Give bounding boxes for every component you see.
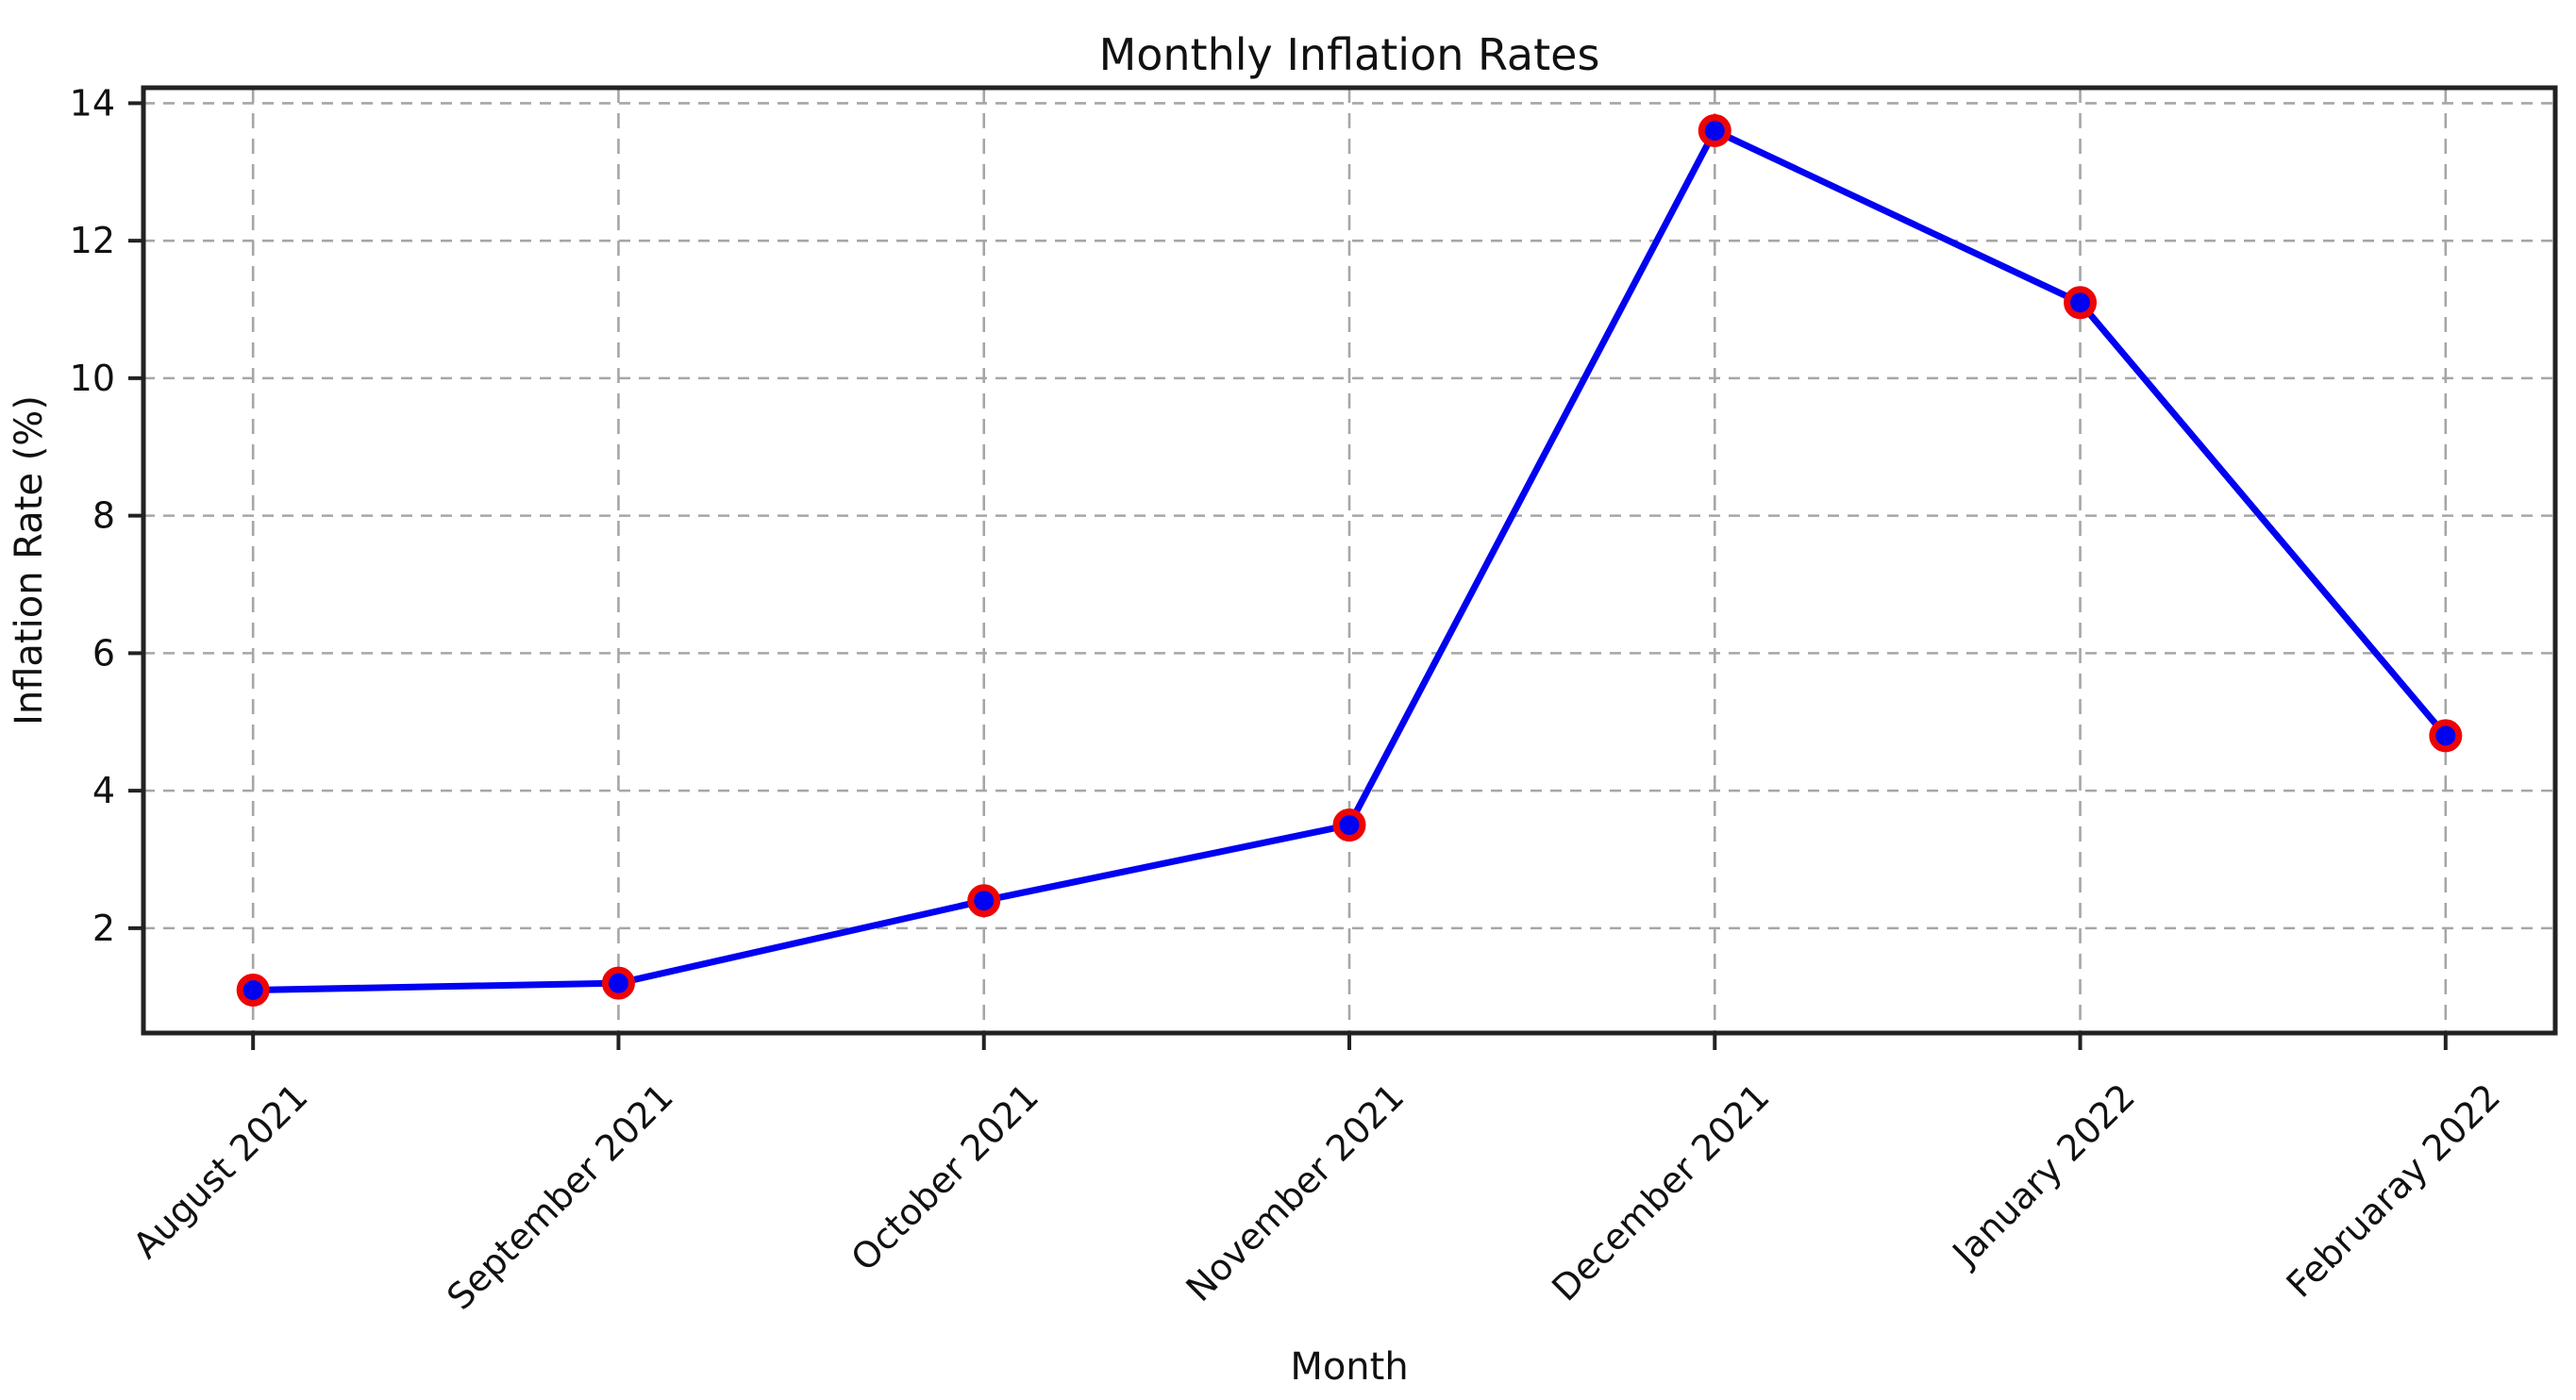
x-tick-label: September 2021 — [439, 1075, 681, 1318]
x-tick-label: Februaray 2022 — [2279, 1075, 2509, 1306]
line-series — [236, 114, 2463, 1007]
x-tick-label: August 2021 — [125, 1075, 315, 1266]
x-tick-label: October 2021 — [844, 1075, 1047, 1279]
data-point — [1698, 114, 1731, 148]
chart-title: Monthly Inflation Rates — [1099, 29, 1600, 80]
x-tick-label: November 2021 — [1179, 1075, 1413, 1309]
data-point — [1332, 808, 1366, 842]
data-point — [2064, 286, 2098, 320]
y-tick-label: 14 — [70, 82, 115, 124]
y-tick-label: 6 — [92, 632, 115, 674]
y-axis-label: Inflation Rate (%) — [8, 395, 51, 725]
y-tick-label: 8 — [92, 495, 115, 537]
tick-marks — [128, 101, 2448, 1050]
tick-labels: 2 4 6 8 10 12 14 August 2021 September 2021 Octob… — [70, 82, 2509, 1317]
x-tick-label: December 2021 — [1544, 1075, 1777, 1308]
data-point — [967, 884, 1001, 918]
gridlines — [143, 88, 2555, 1033]
data-point — [2429, 719, 2463, 753]
y-tick-label: 10 — [70, 358, 115, 399]
x-axis-label: Month — [1290, 1345, 1408, 1389]
y-tick-label: 12 — [70, 220, 115, 261]
y-tick-label: 2 — [92, 908, 115, 949]
data-point — [601, 966, 635, 1000]
x-tick-label: January 2022 — [1944, 1075, 2143, 1275]
data-point — [236, 973, 270, 1007]
y-tick-label: 4 — [92, 770, 115, 811]
